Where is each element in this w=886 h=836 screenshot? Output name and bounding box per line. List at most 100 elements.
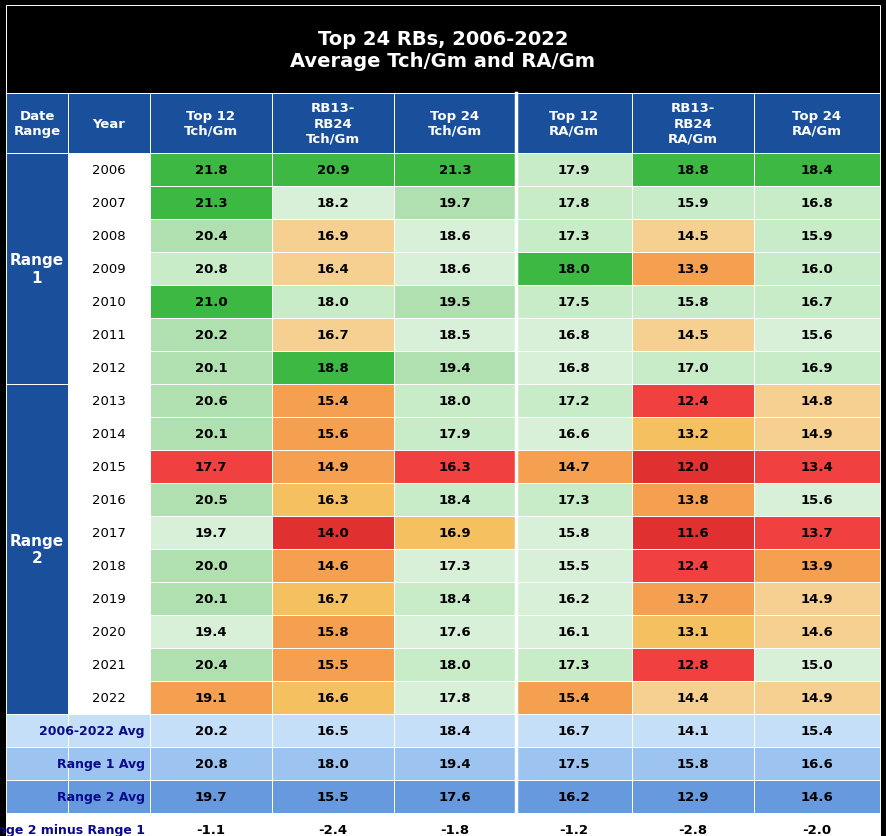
Bar (394, 286, 516, 319)
Bar (150, 252, 272, 286)
Text: Date
Range: Date Range (13, 110, 60, 138)
Bar (272, 615, 394, 648)
Bar (150, 220, 272, 252)
Text: 2008: 2008 (92, 230, 126, 242)
Bar (68, 615, 150, 648)
Text: 20.2: 20.2 (195, 724, 228, 737)
Bar (394, 714, 516, 747)
Text: 19.4: 19.4 (439, 757, 471, 770)
Bar (6, 385, 68, 714)
Text: 17.0: 17.0 (677, 361, 710, 375)
Bar (632, 94, 754, 154)
Text: 15.0: 15.0 (801, 658, 834, 671)
Text: 16.8: 16.8 (801, 196, 834, 210)
Text: 15.5: 15.5 (317, 658, 349, 671)
Text: 17.8: 17.8 (557, 196, 590, 210)
Bar (632, 252, 754, 286)
Text: 20.9: 20.9 (316, 164, 349, 176)
Text: 17.3: 17.3 (557, 658, 590, 671)
Text: 20.1: 20.1 (195, 592, 228, 605)
Bar (632, 483, 754, 517)
Text: 17.3: 17.3 (557, 493, 590, 507)
Text: 16.3: 16.3 (316, 493, 349, 507)
Bar (632, 747, 754, 780)
Bar (754, 94, 880, 154)
Bar (272, 451, 394, 483)
Text: 17.5: 17.5 (558, 757, 590, 770)
Text: 2019: 2019 (92, 592, 126, 605)
Bar (632, 286, 754, 319)
Text: 19.4: 19.4 (195, 625, 228, 638)
Text: 18.8: 18.8 (316, 361, 349, 375)
Bar (394, 417, 516, 451)
Text: 2020: 2020 (92, 625, 126, 638)
Bar (150, 352, 272, 385)
Text: 16.7: 16.7 (316, 329, 349, 342)
Bar (150, 286, 272, 319)
Bar (68, 319, 150, 352)
Text: 15.5: 15.5 (558, 559, 590, 573)
Bar (68, 286, 150, 319)
Bar (68, 220, 150, 252)
Text: 21.3: 21.3 (439, 164, 471, 176)
Text: 20.8: 20.8 (195, 757, 228, 770)
Text: 20.1: 20.1 (195, 427, 228, 441)
Bar (272, 681, 394, 714)
Text: 17.2: 17.2 (558, 395, 590, 407)
Text: 16.0: 16.0 (801, 263, 834, 276)
Bar (68, 681, 150, 714)
Bar (68, 583, 150, 615)
Text: 20.2: 20.2 (195, 329, 228, 342)
Text: -1.2: -1.2 (559, 823, 588, 836)
Bar (272, 483, 394, 517)
Bar (150, 319, 272, 352)
Text: 13.9: 13.9 (801, 559, 834, 573)
Bar (150, 583, 272, 615)
Bar (516, 615, 632, 648)
Text: 20.1: 20.1 (195, 361, 228, 375)
Bar (516, 747, 632, 780)
Text: Range 1 Avg: Range 1 Avg (57, 757, 145, 770)
Bar (394, 517, 516, 549)
Bar (272, 714, 394, 747)
Bar (272, 94, 394, 154)
Text: 17.7: 17.7 (195, 461, 227, 473)
Text: 18.0: 18.0 (316, 757, 349, 770)
Text: 20.6: 20.6 (195, 395, 228, 407)
Bar (272, 517, 394, 549)
Text: 20.4: 20.4 (195, 230, 228, 242)
Text: 13.1: 13.1 (677, 625, 710, 638)
Bar (68, 154, 150, 186)
Bar (6, 6, 880, 94)
Bar (150, 615, 272, 648)
Bar (272, 319, 394, 352)
Text: 17.6: 17.6 (439, 625, 471, 638)
Text: 18.0: 18.0 (316, 296, 349, 308)
Bar (394, 154, 516, 186)
Bar (150, 780, 272, 813)
Bar (150, 186, 272, 220)
Bar (516, 352, 632, 385)
Bar (632, 583, 754, 615)
Text: 15.4: 15.4 (316, 395, 349, 407)
Text: 14.6: 14.6 (316, 559, 349, 573)
Text: 2016: 2016 (92, 493, 126, 507)
Text: 19.5: 19.5 (439, 296, 471, 308)
Bar (272, 583, 394, 615)
Bar (516, 385, 632, 417)
Bar (272, 154, 394, 186)
Text: 18.5: 18.5 (439, 329, 471, 342)
Bar (516, 417, 632, 451)
Bar (150, 549, 272, 583)
Text: 16.7: 16.7 (316, 592, 349, 605)
Text: 18.4: 18.4 (439, 724, 471, 737)
Bar (394, 352, 516, 385)
Bar (394, 220, 516, 252)
Text: 2013: 2013 (92, 395, 126, 407)
Text: 2009: 2009 (92, 263, 126, 276)
Text: 16.1: 16.1 (557, 625, 590, 638)
Bar (150, 747, 272, 780)
Bar (272, 813, 394, 836)
Bar (754, 252, 880, 286)
Bar (272, 220, 394, 252)
